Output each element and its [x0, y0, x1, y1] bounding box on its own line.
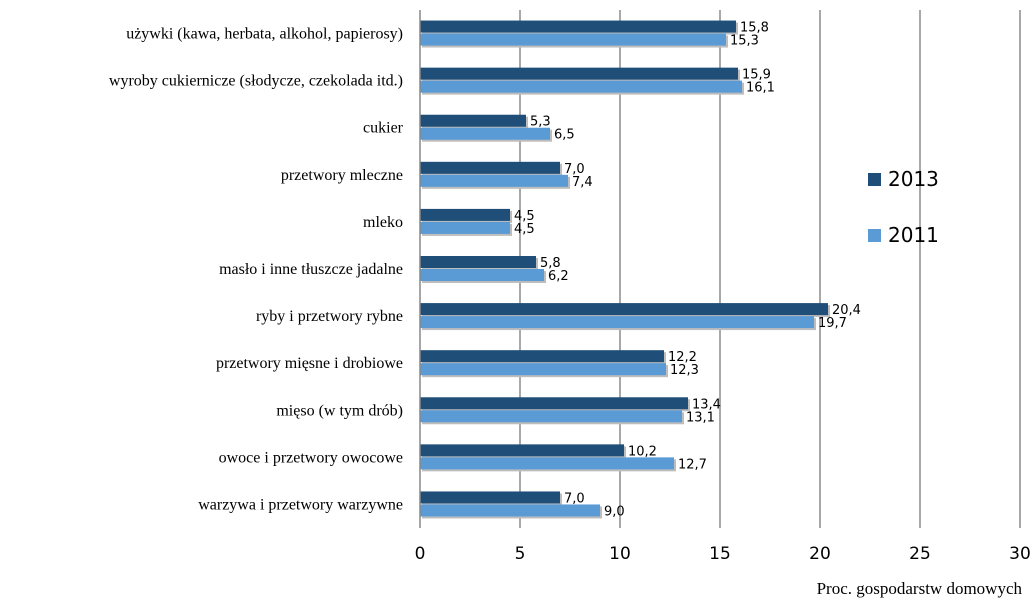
data-label-2013: 7,0	[564, 491, 585, 506]
category-label: ryby i przetwory rybne	[256, 308, 403, 325]
data-label-2011: 6,2	[548, 269, 569, 284]
bar-2013	[420, 444, 624, 457]
category-label: mięso (w tym drób)	[276, 402, 403, 419]
data-label-2013: 4,5	[514, 209, 535, 224]
bar-2013	[420, 256, 536, 268]
category-label: owoce i przetwory owocowe	[219, 449, 403, 466]
data-label-2013: 5,8	[540, 256, 561, 271]
bar-2011	[420, 316, 814, 329]
bar-2013	[420, 350, 664, 363]
bar-2011	[420, 80, 742, 93]
bar-2011	[420, 33, 726, 46]
bar-2013	[420, 491, 560, 504]
legend: 2013 2011	[868, 167, 939, 247]
bar-2013	[420, 303, 828, 316]
x-tick-label: 10	[609, 544, 631, 564]
bar-2011	[420, 504, 600, 517]
category-label: mleko	[363, 214, 403, 231]
gridlines	[519, 10, 1021, 528]
data-label-2013: 13,4	[692, 397, 721, 412]
data-labels: 15,815,315,916,15,36,57,07,44,54,55,86,2…	[514, 21, 861, 520]
category-label: używki (kawa, herbata, alkohol, papieros…	[126, 26, 403, 43]
bar-2013	[420, 67, 738, 80]
data-label-2013: 12,2	[668, 350, 697, 365]
x-tick-label: 15	[709, 544, 731, 564]
bar-2013	[420, 161, 560, 174]
data-label-2011: 9,0	[604, 504, 625, 519]
data-label-2011: 13,1	[686, 410, 715, 425]
data-label-2013: 15,8	[740, 21, 769, 36]
x-tick-label: 0	[415, 544, 426, 564]
legend-label-2013: 2013	[888, 167, 939, 191]
bar-2011	[420, 127, 550, 140]
legend-swatch-2011	[868, 229, 881, 242]
data-label-2011: 15,3	[730, 34, 759, 49]
legend-swatch-2013	[868, 173, 881, 186]
bar-2013	[420, 114, 526, 127]
data-label-2011: 6,5	[554, 128, 575, 143]
x-axis-title: Proc. gospodarstw domowych	[817, 579, 1023, 598]
bar-2013	[420, 208, 510, 221]
bar-2011	[420, 174, 568, 187]
data-label-2011: 7,4	[572, 175, 593, 190]
category-label: wyroby cukiernicze (słodycze, czekolada …	[109, 73, 403, 90]
category-label: masło i inne tłuszcze jadalne	[219, 261, 403, 278]
x-tick-label: 25	[909, 544, 931, 564]
x-axis-ticks: 0 5 10 15 20 25 30	[415, 544, 1031, 564]
bar-2013	[420, 397, 688, 410]
category-label: przetwory mleczne	[281, 167, 403, 184]
bar-2011	[420, 457, 674, 470]
data-label-2013: 10,2	[628, 444, 657, 459]
bar-2011	[420, 221, 510, 234]
category-labels: używki (kawa, herbata, alkohol, papieros…	[109, 26, 404, 514]
category-label: przetwory mięsne i drobiowe	[216, 355, 403, 372]
data-label-2011: 19,7	[818, 316, 847, 331]
data-label-2013: 7,0	[564, 162, 585, 177]
bar-2011	[420, 410, 682, 423]
data-label-2011: 4,5	[514, 222, 535, 237]
x-tick-label: 20	[809, 544, 831, 564]
bars-group	[420, 20, 830, 519]
bar-2011	[420, 363, 666, 376]
x-tick-label: 30	[1009, 544, 1031, 564]
category-label: cukier	[363, 120, 404, 137]
data-label-2011: 16,1	[746, 81, 775, 96]
data-label-2013: 15,9	[742, 68, 771, 83]
data-label-2011: 12,7	[678, 457, 707, 472]
bar-2011	[420, 269, 544, 281]
data-label-2011: 12,3	[670, 363, 699, 378]
bar-2013	[420, 20, 736, 33]
legend-label-2011: 2011	[888, 223, 939, 247]
category-label: warzywa i przetwory warzywne	[198, 496, 403, 513]
x-tick-label: 5	[515, 544, 526, 564]
data-label-2013: 20,4	[832, 303, 861, 318]
data-label-2013: 5,3	[530, 115, 551, 130]
